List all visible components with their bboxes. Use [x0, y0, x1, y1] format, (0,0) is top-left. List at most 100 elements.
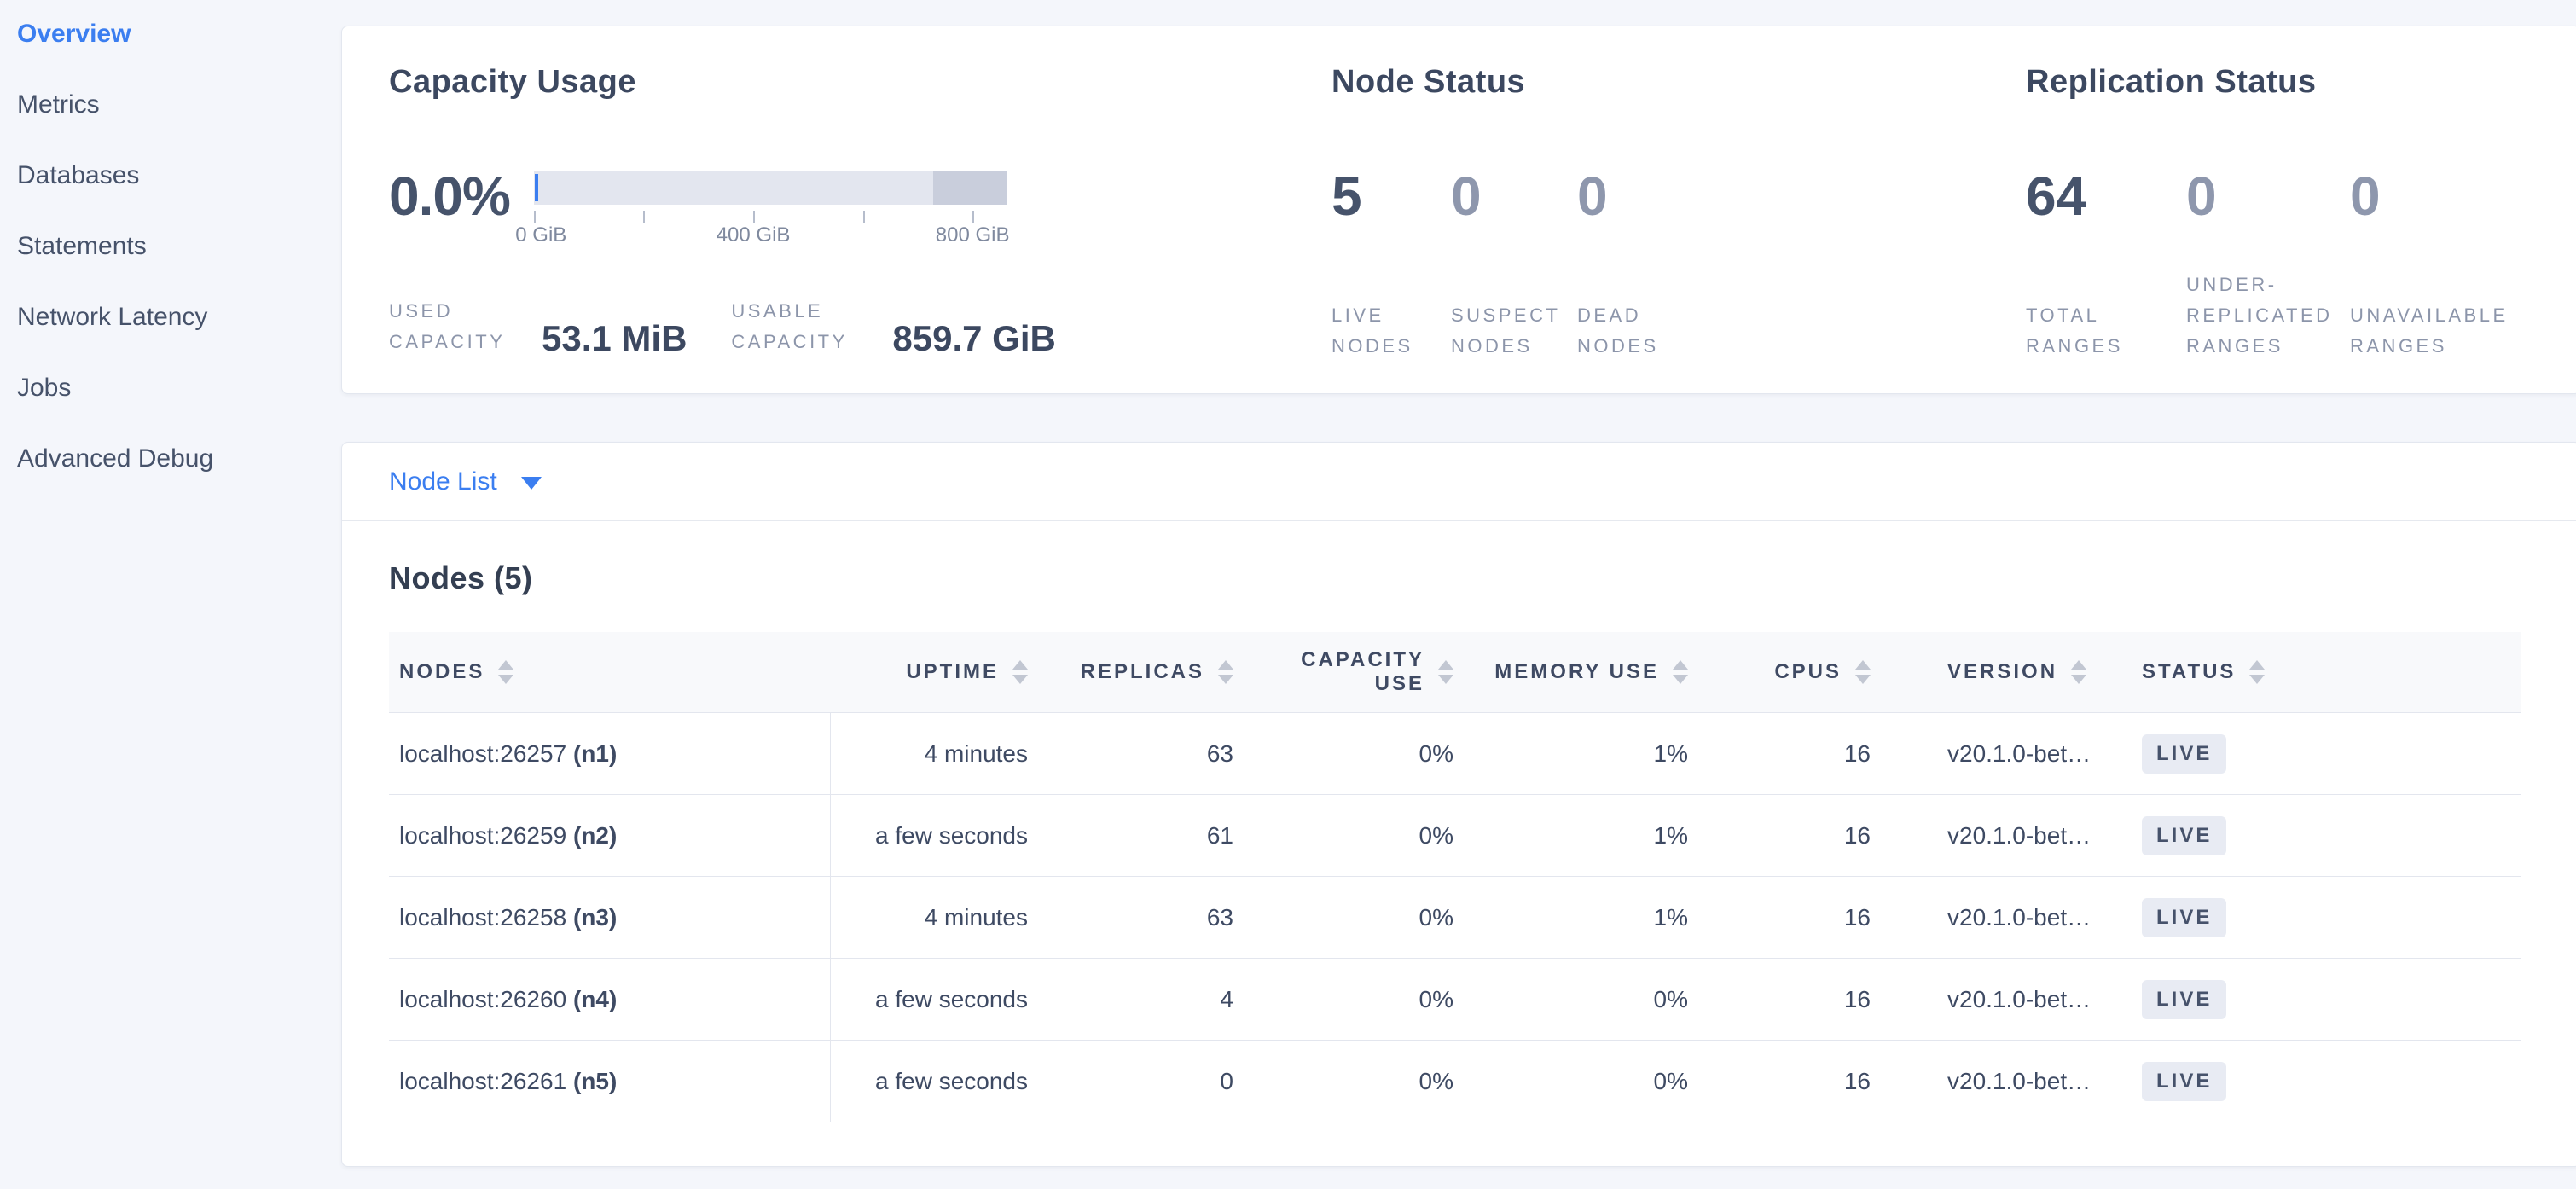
memory-use-cell: 0%: [1653, 985, 1688, 1012]
capacity-use-cell: 0%: [1419, 985, 1453, 1012]
memory-use-cell: 1%: [1653, 740, 1688, 767]
unavailable-ranges-stat: 0 UNAVAILABLE RANGES: [2350, 169, 2533, 362]
node-id: (n3): [572, 903, 618, 931]
sidebar-item-overview[interactable]: Overview: [17, 20, 131, 48]
nodes-section-title: Nodes (5): [389, 560, 533, 595]
replicas-cell: 63: [1206, 740, 1233, 767]
nodes-section: Nodes (5) NODES UPTIME REPLICAS: [342, 521, 2576, 1159]
tick-label-400gib: 400 GiB: [716, 223, 791, 246]
column-header-nodes[interactable]: NODES: [389, 660, 831, 684]
uptime-cell: a few seconds: [875, 1067, 1028, 1094]
status-badge: LIVE: [2142, 897, 2227, 937]
capacity-gauge-bar: [534, 171, 1007, 205]
capacity-usage-title: Capacity Usage: [389, 64, 637, 100]
cpus-cell: 16: [1843, 903, 1871, 931]
nodes-table-header: NODES UPTIME REPLICAS CAPACITY USE: [389, 632, 2521, 713]
sidebar-item-metrics[interactable]: Metrics: [17, 90, 100, 119]
capacity-gauge-ticks: [534, 205, 1007, 223]
replicas-cell: 61: [1206, 821, 1233, 849]
column-header-version[interactable]: VERSION: [1877, 660, 2133, 684]
column-header-uptime[interactable]: UPTIME: [831, 660, 1041, 684]
live-nodes-stat: 5 LIVE NODES: [1332, 169, 1417, 362]
node-list-dropdown[interactable]: Node List: [389, 467, 542, 496]
dead-nodes-label: DEAD NODES: [1577, 304, 1659, 357]
suspect-nodes-label: SUSPECT NODES: [1451, 304, 1561, 357]
capacity-gauge-used-marker: [535, 174, 538, 201]
chevron-down-icon: [520, 477, 542, 490]
dead-nodes-stat: 0 DEAD NODES: [1577, 169, 1671, 362]
sort-icon: [1438, 660, 1453, 684]
node-id: (n1): [572, 740, 618, 767]
node-link[interactable]: localhost:26260 (n4): [399, 985, 618, 1012]
node-link[interactable]: localhost:26259 (n2): [399, 821, 618, 849]
uptime-cell: a few seconds: [875, 821, 1028, 849]
table-row: localhost:26259 (n2) a few seconds 61 0%…: [389, 794, 2521, 877]
table-row: localhost:26261 (n5) a few seconds 0 0% …: [389, 1040, 2521, 1122]
memory-use-cell: 1%: [1653, 821, 1688, 849]
used-capacity-value: 53.1 MiB: [542, 318, 688, 358]
total-ranges-label: TOTAL RANGES: [2026, 304, 2123, 357]
status-badge: LIVE: [2142, 815, 2227, 856]
capacity-use-cell: 0%: [1419, 1067, 1453, 1094]
capacity-use-cell: 0%: [1419, 903, 1453, 931]
table-row: localhost:26257 (n1) 4 minutes 63 0% 1% …: [389, 712, 2521, 795]
under-replicated-ranges-label: UNDER-REPLICATED RANGES: [2186, 274, 2333, 357]
sidebar-item-advanced-debug[interactable]: Advanced Debug: [17, 444, 214, 473]
node-list-toolbar: Node List: [342, 443, 2576, 521]
node-id: (n4): [572, 985, 618, 1012]
usable-capacity-stat: USABLE CAPACITY 859.7 GiB: [731, 296, 1055, 357]
memory-use-cell: 0%: [1653, 1067, 1688, 1094]
sort-icon: [2071, 660, 2087, 684]
sort-icon: [1012, 660, 1028, 684]
node-status-panel: Node Status 5 LIVE NODES 0 SUSPECT NODES…: [1332, 64, 2026, 357]
column-header-status[interactable]: STATUS: [2133, 660, 2521, 684]
column-header-memory-use[interactable]: MEMORY USE: [1464, 660, 1698, 684]
replicas-cell: 0: [1220, 1067, 1233, 1094]
column-header-capacity-use[interactable]: CAPACITY USE: [1246, 648, 1464, 696]
node-list-card: Node List Nodes (5) NODES UPTIME: [341, 442, 2576, 1167]
cluster-summary-card: Capacity Usage 0.0%: [341, 26, 2576, 394]
unavailable-ranges-label: UNAVAILABLE RANGES: [2350, 304, 2509, 357]
capacity-gauge-labels: 0 GiB 400 GiB 800 GiB: [515, 223, 1010, 249]
node-link[interactable]: localhost:26261 (n5): [399, 1067, 618, 1094]
memory-use-cell: 1%: [1653, 903, 1688, 931]
cpus-cell: 16: [1843, 740, 1871, 767]
tick-label-0gib: 0 GiB: [515, 223, 567, 246]
suspect-nodes-value: 0: [1451, 165, 1482, 227]
suspect-nodes-stat: 0 SUSPECT NODES: [1451, 169, 1558, 362]
sidebar: Overview Metrics Databases Statements Ne…: [0, 0, 341, 1189]
capacity-use-cell: 0%: [1419, 740, 1453, 767]
cpus-cell: 16: [1843, 985, 1871, 1012]
capacity-gauge-other-segment: [933, 171, 1007, 205]
node-status-title: Node Status: [1332, 64, 1526, 100]
status-badge: LIVE: [2142, 734, 2227, 774]
node-list-dropdown-label: Node List: [389, 467, 497, 496]
version-cell: v20.1.0-bet…: [1947, 1067, 2092, 1094]
table-row: localhost:26258 (n3) 4 minutes 63 0% 1% …: [389, 876, 2521, 959]
version-cell: v20.1.0-bet…: [1947, 985, 2092, 1012]
sort-icon: [1673, 660, 1688, 684]
sidebar-item-databases[interactable]: Databases: [17, 161, 140, 189]
sidebar-item-jobs[interactable]: Jobs: [17, 374, 72, 402]
sort-icon: [498, 660, 514, 684]
total-ranges-value: 64: [2026, 165, 2087, 227]
column-header-replicas[interactable]: REPLICAS: [1041, 660, 1246, 684]
capacity-usage-panel: Capacity Usage 0.0%: [389, 64, 1332, 357]
capacity-percent: 0.0%: [389, 165, 511, 227]
column-header-cpus[interactable]: CPUS: [1698, 660, 1877, 684]
node-id: (n5): [572, 1067, 618, 1094]
dead-nodes-value: 0: [1577, 165, 1608, 227]
under-replicated-ranges-value: 0: [2186, 165, 2217, 227]
node-link[interactable]: localhost:26258 (n3): [399, 903, 618, 931]
node-link[interactable]: localhost:26257 (n1): [399, 740, 618, 767]
status-badge: LIVE: [2142, 979, 2227, 1019]
tick-label-800gib: 800 GiB: [935, 223, 1010, 246]
sidebar-item-network-latency[interactable]: Network Latency: [17, 303, 208, 331]
replicas-cell: 63: [1206, 903, 1233, 931]
table-row: localhost:26260 (n4) a few seconds 4 0% …: [389, 958, 2521, 1041]
sidebar-item-statements[interactable]: Statements: [17, 232, 147, 260]
main-content: Capacity Usage 0.0%: [341, 0, 2576, 1189]
total-ranges-stat: 64 TOTAL RANGES: [2026, 169, 2120, 362]
sort-icon: [1855, 660, 1871, 684]
